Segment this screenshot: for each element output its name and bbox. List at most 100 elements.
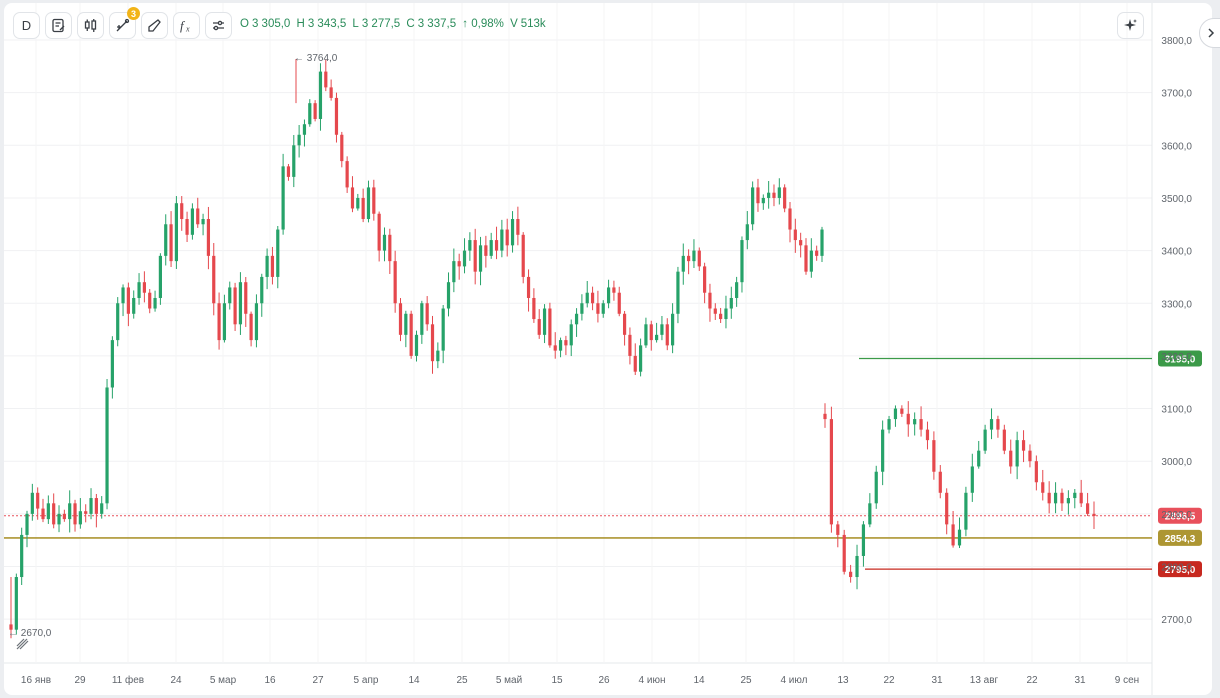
low-label: L — [352, 18, 359, 30]
candle — [201, 213, 205, 236]
candle — [356, 193, 360, 211]
candle-body — [558, 340, 563, 351]
candle — [719, 307, 723, 323]
candle — [494, 226, 499, 260]
candle-body — [585, 292, 589, 304]
ai-assistant-button[interactable] — [1117, 12, 1144, 39]
candle-body — [783, 187, 787, 209]
candle — [94, 493, 98, 528]
annotations: ← 3764,0 ← 2670,0 — [8, 53, 338, 639]
y-tick-label: 3600,0 — [1161, 141, 1192, 152]
candle — [542, 304, 547, 344]
candle — [537, 309, 541, 339]
candle-body — [724, 308, 728, 320]
candle — [729, 286, 733, 319]
x-tick-label: 9 сен — [1115, 675, 1139, 686]
candle-body — [78, 511, 82, 525]
candle — [473, 228, 477, 285]
candle-body — [996, 419, 1000, 430]
candle — [649, 320, 653, 351]
candle-body — [201, 219, 205, 225]
candle — [900, 405, 904, 417]
candle-body — [334, 97, 339, 135]
candle-body — [126, 287, 130, 314]
y-tick-label: 3700,0 — [1161, 89, 1192, 100]
candle-body — [356, 197, 360, 209]
candle-body — [57, 513, 61, 525]
file-edit-button[interactable] — [45, 12, 72, 39]
candle — [829, 406, 834, 533]
candle — [745, 211, 749, 250]
x-tick-label: 14 — [408, 675, 420, 686]
candle — [735, 276, 739, 307]
y-tick-label: 3500,0 — [1161, 194, 1192, 205]
candle — [761, 194, 765, 210]
price-chart[interactable]: 3195,0 2854,3 2795,0 2896,5 3800,0 3700,0 360… — [4, 3, 1212, 695]
candle-body — [430, 324, 435, 362]
candle-body — [751, 187, 755, 225]
x-tick-label: 31 — [1074, 675, 1086, 686]
settings-button[interactable] — [205, 12, 232, 39]
candle-body — [404, 313, 408, 335]
candle-body — [1066, 498, 1070, 504]
candle — [430, 315, 435, 374]
x-tick-label: 16 — [264, 675, 276, 686]
x-tick-label: 16 янв — [21, 675, 51, 686]
ruler-button[interactable] — [141, 12, 168, 39]
candle — [228, 281, 232, 310]
candle-body — [249, 313, 253, 341]
candle — [868, 493, 872, 528]
collapse-panel-button[interactable] — [1199, 18, 1220, 48]
candle-body — [1021, 440, 1026, 451]
candle-body — [644, 324, 648, 346]
chart-type-button[interactable] — [77, 12, 104, 39]
candle — [1041, 469, 1045, 501]
candle-body — [925, 429, 930, 441]
candle-body — [30, 492, 34, 514]
drawings-button[interactable]: 3 — [109, 7, 140, 39]
candle — [751, 181, 755, 231]
candle-body — [169, 224, 173, 262]
candle — [638, 338, 643, 377]
candle-body — [793, 229, 797, 241]
y-tick-label: 2700,0 — [1161, 615, 1192, 626]
interval-button[interactable]: D — [13, 12, 40, 39]
candle-body — [692, 250, 696, 262]
candle — [970, 453, 974, 502]
candle — [783, 184, 787, 213]
candle-body — [767, 192, 771, 198]
candle — [62, 509, 66, 522]
candle-body — [206, 219, 211, 256]
close-label: C — [406, 18, 415, 30]
candle-body — [84, 511, 88, 514]
candle-body — [20, 534, 24, 578]
candle — [617, 286, 621, 317]
candle-body — [1041, 482, 1045, 493]
candle-body — [548, 308, 552, 346]
candle — [329, 79, 333, 101]
candle-body — [1079, 492, 1083, 504]
candle-body — [977, 450, 981, 467]
candle — [1009, 439, 1013, 474]
candle — [665, 318, 669, 351]
candle-body — [25, 513, 29, 535]
y-tick-label: 3400,0 — [1161, 247, 1192, 258]
candle — [526, 269, 531, 312]
chevron-right-icon — [1208, 28, 1215, 38]
candle — [945, 488, 949, 535]
drawing-tool-toggle[interactable] — [12, 633, 34, 655]
candle-body — [617, 292, 621, 314]
candle — [361, 188, 365, 223]
candle — [676, 266, 680, 324]
candle-body — [105, 387, 109, 504]
candle — [308, 99, 312, 127]
candle-body — [532, 297, 536, 320]
candle — [1015, 431, 1019, 480]
candle — [468, 232, 472, 261]
candle-body — [190, 208, 195, 235]
candle — [340, 131, 344, 168]
candle — [644, 317, 648, 348]
candle — [393, 250, 397, 313]
candle — [804, 238, 808, 275]
